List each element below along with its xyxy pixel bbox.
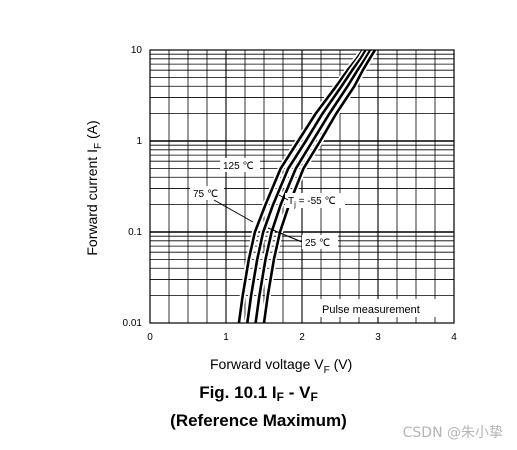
series-line-0 bbox=[237, 49, 364, 324]
plot-frame bbox=[149, 49, 455, 324]
chart-curves bbox=[235, 48, 378, 324]
series-line-3 bbox=[262, 49, 377, 324]
y-tick-label: 0.1 bbox=[128, 227, 142, 238]
label-bg-tj bbox=[285, 193, 345, 208]
x-axis-label: Forward voltage VF (V) bbox=[210, 356, 352, 376]
label-125c: 125 ℃ bbox=[223, 161, 254, 172]
x-tick-label: 2 bbox=[299, 332, 305, 343]
leader-75c bbox=[213, 199, 254, 223]
x-tick-label: 4 bbox=[451, 332, 457, 343]
pulse-measurement-note: Pulse measurement bbox=[322, 304, 420, 316]
x-tick-label: 1 bbox=[223, 332, 229, 343]
y-tick-label: 0.01 bbox=[123, 318, 143, 329]
label-tj-55c: Tj = -55 ℃ bbox=[288, 196, 336, 209]
x-tick-label: 3 bbox=[375, 332, 381, 343]
figure-subtitle: (Reference Maximum) bbox=[170, 411, 347, 430]
leader-25c bbox=[267, 227, 303, 243]
leader-tj bbox=[278, 194, 289, 201]
figure-title: Fig. 10.1 IF - VF bbox=[199, 383, 318, 404]
x-tick-labels: 0 1 2 3 4 bbox=[147, 332, 457, 343]
y-tick-labels: 0.01 0.1 1 10 bbox=[123, 45, 143, 329]
watermark: CSDN @朱小挚 bbox=[402, 425, 503, 441]
y-tick-label: 10 bbox=[131, 45, 143, 56]
label-bg-25 bbox=[302, 235, 338, 249]
label-75c: 75 ℃ bbox=[193, 189, 218, 200]
series-line-1 bbox=[246, 49, 367, 324]
y-axis-label: Forward current IF (A) bbox=[84, 120, 104, 255]
label-bg-75 bbox=[190, 186, 224, 200]
label-25c: 25 ℃ bbox=[305, 238, 330, 249]
x-tick-label: 0 bbox=[147, 332, 153, 343]
series-line-2 bbox=[254, 49, 372, 324]
pulse-note-bg bbox=[310, 299, 442, 317]
label-bg-125 bbox=[220, 158, 260, 172]
y-tick-label: 1 bbox=[136, 136, 142, 147]
